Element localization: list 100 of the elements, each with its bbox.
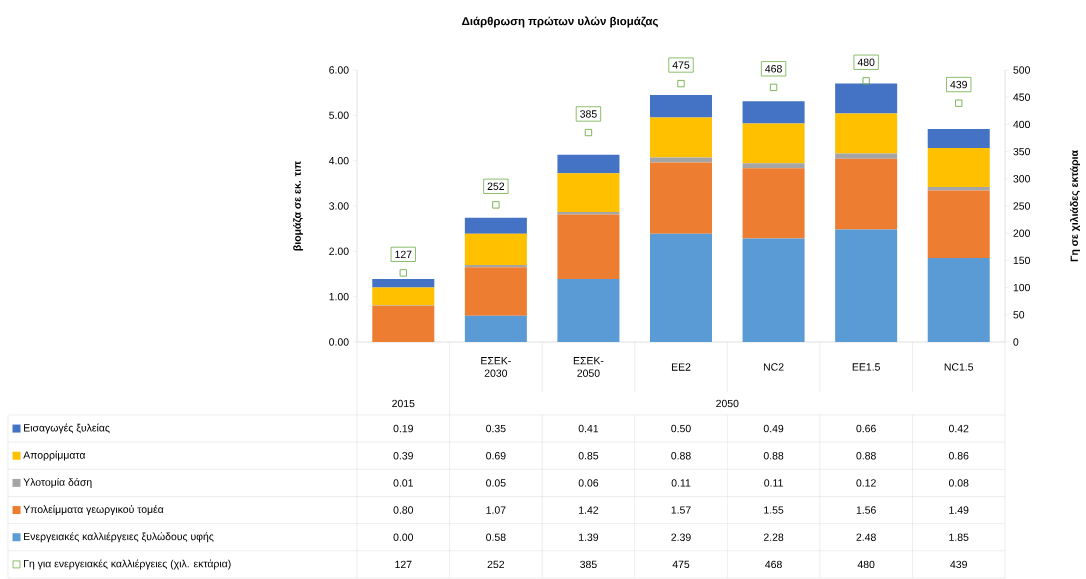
bar xyxy=(835,83,898,114)
data-label: 1.55 xyxy=(764,506,784,514)
y2-tick-label: 400 xyxy=(1013,120,1030,129)
data-label: 475 xyxy=(672,560,690,569)
bar xyxy=(742,238,805,342)
x-tick-label: ΕΣΕΚ-2050 xyxy=(573,357,604,377)
y2-tick-label: 100 xyxy=(1013,283,1030,292)
bar xyxy=(557,173,620,212)
bar xyxy=(650,117,713,158)
data-label: 1.42 xyxy=(579,506,599,514)
bar xyxy=(742,123,805,164)
bar xyxy=(464,217,527,234)
data-label: 2.28 xyxy=(763,533,784,541)
point xyxy=(955,99,963,107)
bar xyxy=(927,128,990,148)
point xyxy=(399,269,407,277)
data-label: 0.42 xyxy=(948,424,969,433)
data-label: 0.88 xyxy=(671,452,691,460)
bar xyxy=(372,305,435,342)
bar xyxy=(927,186,990,191)
y-tick-label: 1.00 xyxy=(329,292,349,301)
text: 252 xyxy=(487,182,505,191)
x-tick-label: EE2 xyxy=(671,363,691,371)
data-label: 0.41 xyxy=(578,424,599,433)
data-label: 0.19 xyxy=(393,424,413,433)
bar xyxy=(835,113,898,154)
x-tick-label: NC1.5 xyxy=(944,363,974,371)
bar xyxy=(835,153,898,159)
point xyxy=(862,77,870,85)
y2-tick-label: 350 xyxy=(1013,147,1030,156)
data-label: 0.05 xyxy=(486,479,506,487)
y2-tick-label: 50 xyxy=(1013,311,1025,319)
bar xyxy=(650,157,713,163)
y-tick-label: 0.00 xyxy=(329,338,349,346)
bar xyxy=(927,258,990,342)
bar xyxy=(927,190,990,259)
data-label: 0.88 xyxy=(856,452,876,460)
bar xyxy=(835,229,898,342)
legend-label: Γη για ενεργειακές καλλιέργειες (χιλ. εκτάρια) xyxy=(24,559,231,570)
data-label: 439 xyxy=(950,560,967,569)
data-label: 0.58 xyxy=(486,533,506,541)
y2-axis-title: Γη σε χιλιάδες εκτάρια xyxy=(1070,150,1081,262)
data-label: 0.11 xyxy=(671,479,691,487)
data-label: 0.00 xyxy=(393,533,414,541)
y-tick-label: 3.00 xyxy=(329,202,349,210)
point xyxy=(492,201,500,209)
text: 439 xyxy=(950,80,967,89)
chart-title: Διάρθρωση πρώτων υλών βιομάζας xyxy=(462,16,658,28)
data-label: 1.85 xyxy=(949,533,969,541)
point xyxy=(769,83,778,92)
data-label: 0.49 xyxy=(763,424,784,433)
data-label: 0.86 xyxy=(948,452,969,460)
data-label: 2.48 xyxy=(856,533,876,541)
data-label: 0.66 xyxy=(856,424,876,433)
x-tick-label: ΕΣΕΚ-2030 xyxy=(481,357,511,377)
text: 2015 xyxy=(392,399,415,408)
legend-label: Εισαγωγές ξυλείας xyxy=(24,423,110,434)
y2-tick-label: 150 xyxy=(1013,256,1030,265)
data-label: 0.69 xyxy=(486,452,506,460)
text: 480 xyxy=(857,58,875,66)
text: 127 xyxy=(395,250,412,258)
bar xyxy=(464,315,527,342)
y-tick-label: 6.00 xyxy=(329,66,349,74)
text: 475 xyxy=(672,61,690,69)
bar xyxy=(557,154,620,174)
data-label: 1.57 xyxy=(671,506,691,514)
x-tick-label: NC2 xyxy=(763,363,784,371)
data-label: 1.39 xyxy=(579,533,599,541)
bar xyxy=(372,278,435,288)
data-label: 0.35 xyxy=(486,424,506,433)
data-label: 0.06 xyxy=(578,479,599,487)
bar xyxy=(927,147,990,187)
bar xyxy=(650,162,713,234)
y-tick-label: 2.00 xyxy=(329,247,349,256)
y-tick-label: 5.00 xyxy=(329,111,349,120)
data-label: 1.07 xyxy=(486,506,506,514)
x-tick-label: EE1.5 xyxy=(852,363,880,371)
text: 385 xyxy=(580,110,597,118)
data-label: 0.12 xyxy=(856,479,876,487)
data-label: 0.80 xyxy=(393,506,414,514)
data-label: 0.85 xyxy=(578,452,599,460)
data-label: 0.50 xyxy=(671,424,691,433)
bar xyxy=(650,94,713,118)
y2-tick-label: 0 xyxy=(1013,338,1019,346)
legend-label: Ενεργειακές καλλιέργειες ξυλώδους υφής xyxy=(24,532,214,543)
data-label: 252 xyxy=(487,560,505,569)
data-label: 0.11 xyxy=(764,479,783,487)
bar xyxy=(557,211,620,215)
y2-tick-label: 200 xyxy=(1013,229,1030,237)
bar xyxy=(742,101,805,124)
bar xyxy=(650,233,713,342)
bar xyxy=(742,168,805,239)
data-label: 468 xyxy=(765,560,782,569)
y2-tick-label: 300 xyxy=(1013,175,1030,183)
bar xyxy=(557,278,620,342)
data-label: 0.01 xyxy=(393,479,413,487)
bar xyxy=(372,287,435,306)
bar xyxy=(464,267,527,316)
data-label: 1.49 xyxy=(949,506,969,514)
y-tick-label: 4.00 xyxy=(328,156,349,165)
